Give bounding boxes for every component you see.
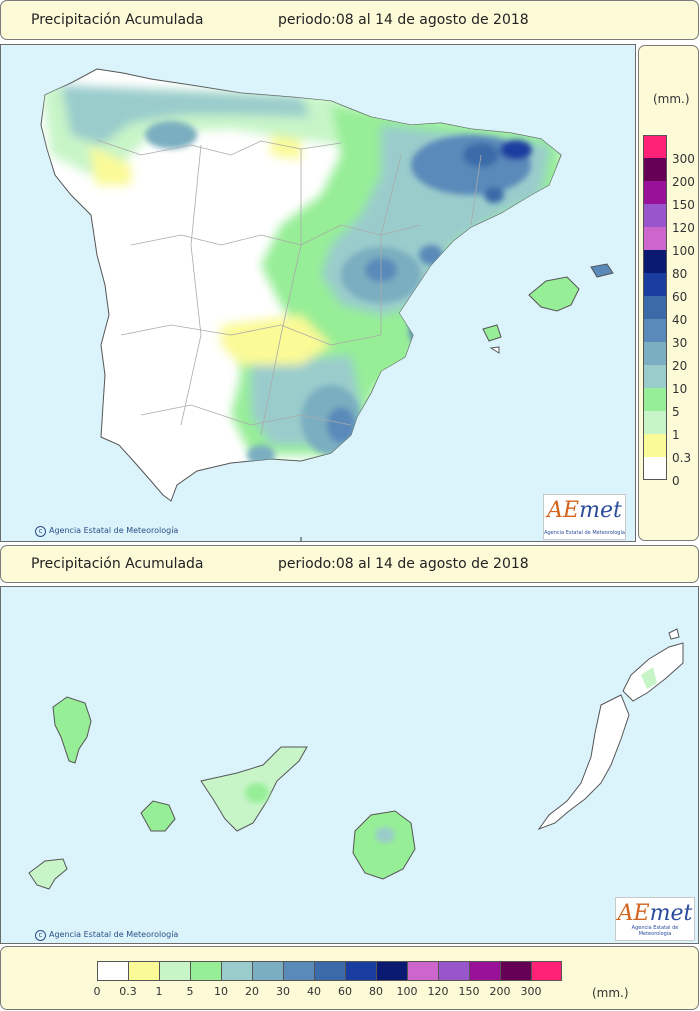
legend-swatch: [643, 411, 667, 434]
legend-label: 5: [672, 405, 680, 419]
legend-label: 0: [672, 474, 680, 488]
legend-label: 0.3: [672, 451, 692, 465]
legend-label: 60: [338, 985, 352, 998]
legend-label: 10: [214, 985, 228, 998]
ibiza: [482, 324, 502, 342]
legend-swatch: [500, 961, 531, 981]
legend-label: 40: [307, 985, 321, 998]
legend-swatch: [252, 961, 283, 981]
legend-label: 150: [458, 985, 480, 998]
legend-label: 40: [672, 313, 688, 327]
legend-label: 200: [489, 985, 511, 998]
legend-swatch: [643, 135, 667, 158]
legend-swatch: [643, 457, 667, 480]
legend-swatch: [159, 961, 190, 981]
mallorca: [528, 276, 580, 312]
la-palma: [52, 696, 92, 764]
legend-swatch: [643, 250, 667, 273]
menorca: [590, 263, 614, 278]
legend-label: 30: [276, 985, 290, 998]
legend-swatch: [643, 204, 667, 227]
legend-swatch: [643, 158, 667, 181]
top-aemet-logo: AEmet Agencia Estatal de Meteorología: [543, 494, 626, 540]
peninsula-map: c Agencia Estatal de Meteorología AEmet A…: [0, 44, 636, 542]
province-borders: [96, 139, 482, 436]
legend-swatch: [97, 961, 128, 981]
legend-label: 80: [369, 985, 383, 998]
la-gomera: [140, 800, 176, 832]
legend-swatch: [531, 961, 562, 981]
top-map-title: Precipitación Acumulada: [31, 12, 204, 28]
vertical-legend-unit: (mm.): [653, 92, 690, 106]
legend-label: 60: [672, 290, 688, 304]
canary-islands-map: c Agencia Estatal de Meteorología AEmet A…: [0, 586, 699, 944]
legend-swatch: [283, 961, 314, 981]
legend-swatch: [314, 961, 345, 981]
legend-swatch: [190, 961, 221, 981]
gran-canaria: [352, 810, 416, 880]
legend-label: 120: [427, 985, 449, 998]
legend-label: 1: [155, 985, 163, 998]
legend-label: 10: [672, 382, 688, 396]
formentera: [489, 346, 500, 354]
legend-label: 300: [520, 985, 542, 998]
legend-swatch: [643, 388, 667, 411]
legend-label: 100: [672, 244, 695, 258]
legend-swatch: [643, 181, 667, 204]
legend-swatch: [221, 961, 252, 981]
legend-swatch: [643, 342, 667, 365]
bottom-copyright: c Agencia Estatal de Meteorología: [35, 930, 178, 941]
fuerteventura: [537, 694, 630, 831]
legend-swatch: [128, 961, 159, 981]
legend-label: 20: [245, 985, 259, 998]
bottom-aemet-logo: AEmet Agencia Estatal de Meteorología: [615, 897, 695, 941]
legend-swatch: [643, 365, 667, 388]
legend-swatch: [376, 961, 407, 981]
legend-swatch: [345, 961, 376, 981]
legend-label: 0: [93, 985, 101, 998]
el-hierro: [28, 858, 68, 890]
legend-label: 5: [186, 985, 194, 998]
horizontal-legend-unit: (mm.): [592, 986, 629, 1000]
legend-swatch: [407, 961, 438, 981]
bottom-map-title: Precipitación Acumulada: [31, 556, 204, 572]
legend-swatch: [643, 434, 667, 457]
legend-label: 30: [672, 336, 688, 350]
legend-label: 0.3: [119, 985, 137, 998]
top-header-bar: Precipitación Acumulada periodo:08 al 14…: [0, 0, 699, 40]
legend-swatch: [643, 273, 667, 296]
legend-swatch: [643, 227, 667, 250]
legend-label: 120: [672, 221, 695, 235]
la-graciosa: [668, 628, 680, 640]
legend-swatch: [643, 296, 667, 319]
top-copyright: c Agencia Estatal de Meteorología: [35, 526, 178, 537]
legend-label: 20: [672, 359, 688, 373]
legend-label: 1: [672, 428, 680, 442]
legend-swatch: [469, 961, 500, 981]
legend-label: 150: [672, 198, 695, 212]
bottom-header-bar: Precipitación Acumulada periodo:08 al 14…: [0, 545, 699, 583]
top-map-period: periodo:08 al 14 de agosto de 2018: [278, 12, 529, 28]
legend-swatch: [438, 961, 469, 981]
bottom-map-period: periodo:08 al 14 de agosto de 2018: [278, 556, 529, 572]
legend-swatch: [643, 319, 667, 342]
legend-label: 200: [672, 175, 695, 189]
legend-label: 100: [396, 985, 418, 998]
legend-label: 80: [672, 267, 688, 281]
legend-label: 300: [672, 152, 695, 166]
